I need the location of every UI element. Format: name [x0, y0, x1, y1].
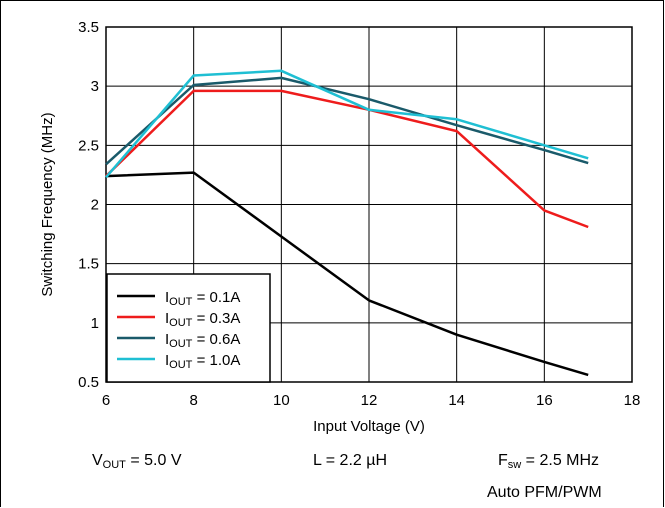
series-line-4 — [105, 69, 589, 179]
y-tick-label: 3.5 — [78, 19, 99, 36]
series-line-2 — [105, 89, 589, 229]
legend-label: IOUT = 0.3A — [165, 310, 240, 329]
y-tick-label: 1.5 — [78, 256, 99, 273]
y-tick-label: 3 — [91, 78, 99, 95]
x-tick-label: 12 — [361, 392, 378, 409]
legend-label: IOUT = 0.6A — [165, 331, 240, 350]
x-tick-label: 18 — [624, 392, 641, 409]
x-tick-label: 14 — [448, 392, 465, 409]
x-tick-label: 8 — [189, 392, 197, 409]
inductor-condition: L = 2.2 µH — [313, 452, 387, 469]
x-tick-label: 16 — [536, 392, 553, 409]
y-tick-label: 1 — [91, 315, 99, 332]
y-tick-label: 2 — [91, 197, 99, 214]
y-axis-ticks: 0.5 1 1.5 2 2.5 3 3.5 — [78, 19, 99, 391]
x-axis-ticks: 6 8 10 12 14 16 18 — [102, 392, 641, 409]
series-line-3 — [105, 76, 589, 166]
x-axis-label: Input Voltage (V) — [313, 418, 425, 435]
series-lines — [105, 69, 589, 377]
x-tick-label: 6 — [102, 392, 110, 409]
legend-label: IOUT = 0.1A — [165, 289, 240, 308]
mode-condition: Auto PFM/PWM — [487, 484, 602, 501]
legend: IOUT = 0.1A IOUT = 0.3A IOUT = 0.6A IOUT = … — [106, 273, 271, 383]
y-tick-label: 2.5 — [78, 137, 99, 154]
x-tick-label: 10 — [273, 392, 290, 409]
vout-condition: VOUT = 5.0 V — [92, 452, 182, 471]
legend-label: IOUT = 1.0A — [165, 352, 240, 371]
plot-area — [105, 26, 633, 383]
fsw-condition: Fsw = 2.5 MHz — [498, 452, 600, 471]
y-tick-label: 0.5 — [78, 374, 99, 391]
y-axis-label: Switching Frequency (MHz) — [39, 112, 56, 296]
series-line-1 — [105, 171, 589, 377]
legend-box — [106, 273, 271, 383]
